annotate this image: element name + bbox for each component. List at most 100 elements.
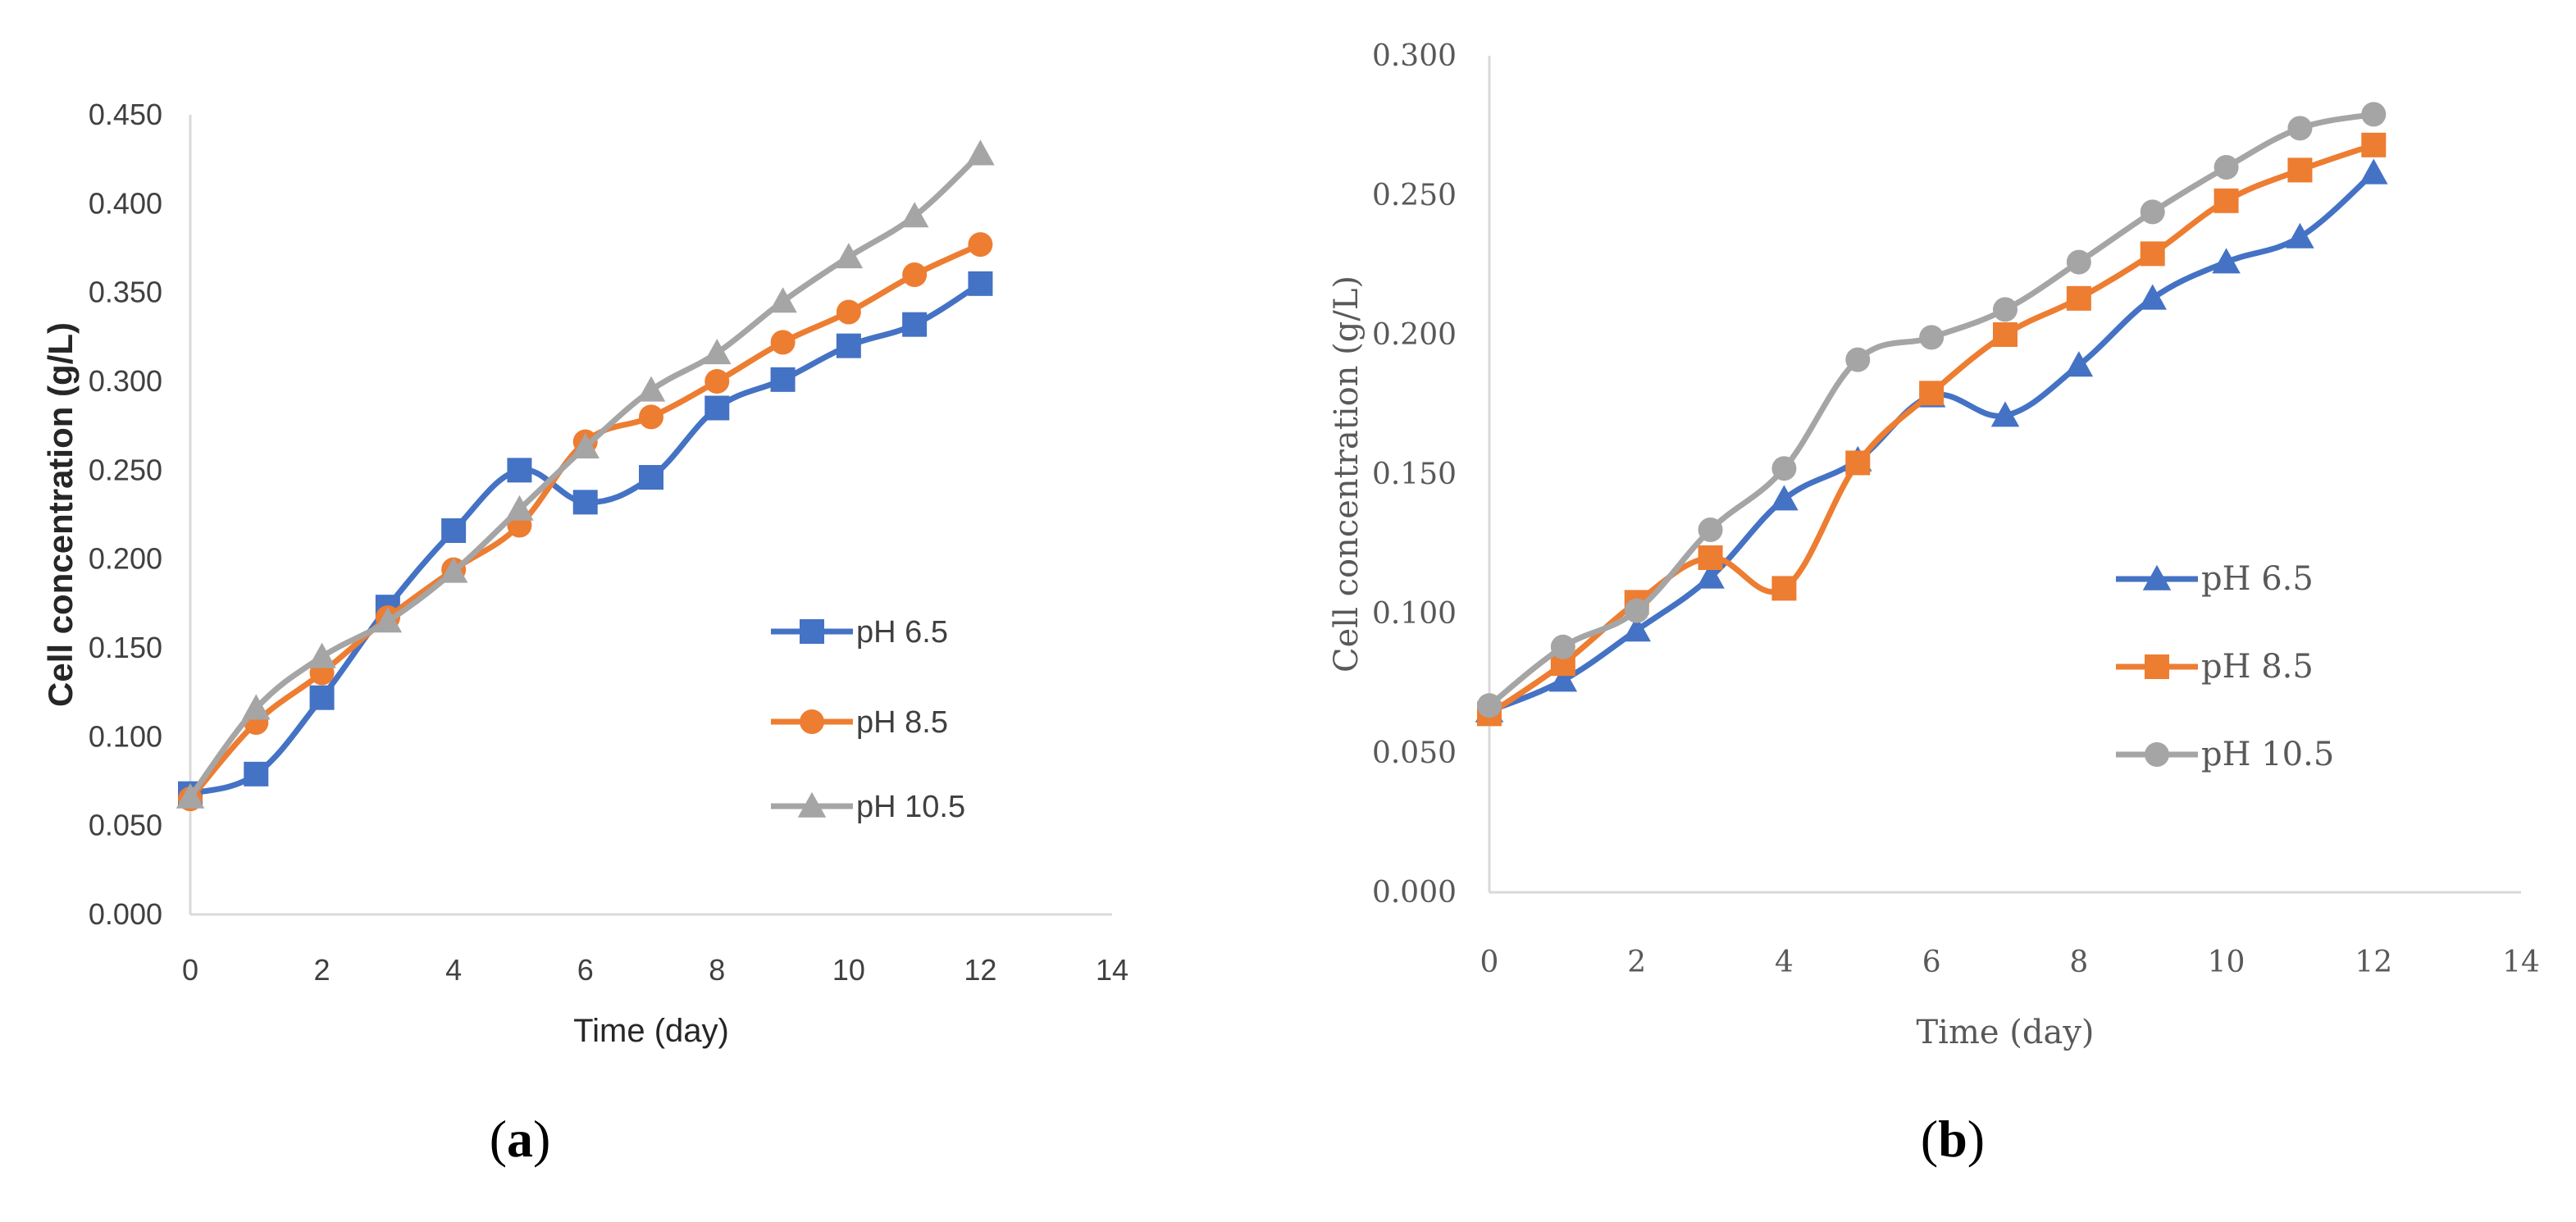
legend-item-a-2: pH 10.5 (771, 790, 965, 824)
x-tick-label-b: 6 (1922, 946, 1941, 979)
data-point-b-2-11 (2287, 116, 2313, 141)
data-point-a-2-1 (242, 694, 271, 720)
legend-label-a-0: pH 6.5 (856, 615, 948, 650)
x-axis-label-a: Time (day) (573, 1013, 729, 1049)
legend-item-b-0: pH 6.5 (2116, 560, 2314, 598)
data-point-a-0-1 (244, 761, 269, 787)
x-tick-label-a: 12 (964, 953, 996, 987)
data-point-a-1-11 (902, 262, 928, 287)
data-point-b-1-11 (2287, 157, 2313, 183)
data-point-a-2-9 (768, 287, 797, 313)
y-tick-label-a: 0.050 (89, 809, 162, 842)
data-point-a-0-6 (572, 490, 598, 515)
data-point-b-0-8 (2064, 351, 2094, 377)
data-point-a-2-4 (439, 557, 468, 583)
x-tick-label-a: 2 (314, 953, 331, 987)
legend-item-a-1: pH 8.5 (771, 705, 948, 740)
x-tick-label-b: 0 (1480, 946, 1499, 979)
data-point-b-2-12 (2361, 102, 2387, 127)
data-point-b-2-0 (1477, 693, 1502, 718)
legend-marker-a-0 (800, 619, 824, 644)
data-point-b-2-7 (1993, 297, 2017, 322)
chart-b: 0.000 0.050 0.100 0.150 0.200 0.250 0.300 0 2 4 6 8… (1328, 39, 2540, 1051)
data-point-b-0-10 (2212, 248, 2241, 274)
data-point-a-2-7 (636, 376, 666, 402)
data-point-a-0-5 (507, 458, 532, 483)
data-point-b-2-4 (1771, 456, 1797, 481)
legend-marker-b-0 (2142, 564, 2172, 590)
data-point-b-1-7 (1993, 322, 2017, 347)
series-b-1 (1477, 132, 2387, 727)
data-point-b-2-2 (1624, 598, 1649, 623)
y-tick-label-a: 0.150 (89, 631, 162, 664)
y-tick-label-b: 0.300 (1372, 39, 1457, 73)
x-tick-label-a: 6 (577, 953, 594, 987)
data-point-b-1-6 (1919, 381, 1945, 406)
x-tick-label-a: 10 (832, 953, 865, 987)
data-point-b-0-2 (1622, 616, 1651, 642)
data-point-b-1-10 (2214, 188, 2239, 213)
series-b-2 (1477, 102, 2387, 718)
data-point-a-2-5 (505, 495, 534, 521)
y-tick-label-a: 0.400 (89, 186, 162, 220)
data-point-b-2-10 (2214, 155, 2239, 180)
data-point-a-0-9 (770, 367, 796, 392)
data-point-b-0-7 (1990, 401, 2020, 427)
data-point-b-0-12 (2359, 158, 2388, 185)
data-point-a-2-8 (703, 339, 732, 365)
data-point-a-0-8 (704, 395, 730, 421)
series-line-b-1 (1486, 142, 2377, 717)
x-tick-label-b: 10 (2208, 946, 2245, 979)
data-point-b-1-4 (1771, 576, 1797, 601)
data-point-a-0-7 (639, 465, 663, 490)
data-point-b-1-8 (2066, 285, 2091, 311)
data-point-a-2-3 (373, 607, 403, 633)
y-tick-label-b: 0.200 (1372, 318, 1457, 352)
panel-label-a-open: ( (490, 1110, 507, 1168)
data-point-a-0-2 (309, 685, 335, 710)
data-point-a-2-12 (966, 139, 995, 166)
data-point-b-0-1 (1548, 666, 1578, 692)
y-tick-label-b: 0.250 (1372, 179, 1457, 212)
legend-item-a-0: pH 6.5 (771, 615, 948, 650)
y-tick-label-a: 0.100 (89, 719, 162, 753)
y-tick-label-b: 0.150 (1372, 458, 1457, 491)
series-line-a-2 (187, 151, 983, 800)
data-point-a-1-12 (968, 232, 993, 258)
data-point-a-2-11 (900, 202, 929, 228)
legend-marker-a-1 (800, 709, 824, 734)
legend-label-a-2: pH 10.5 (856, 790, 965, 824)
data-point-a-2-2 (308, 642, 336, 668)
panel-label-a: (a) (490, 1110, 551, 1168)
y-tick-label-a: 0.450 (89, 98, 162, 131)
y-axis-label-b: Cell concentration (g/L) (1328, 276, 1366, 673)
data-point-a-1-9 (770, 330, 796, 355)
y-tick-label-a: 0.000 (89, 897, 162, 931)
series-a-2 (176, 139, 995, 809)
data-point-b-1-9 (2140, 241, 2165, 267)
panel-label-a-letter: a (507, 1110, 533, 1168)
data-point-a-0-10 (836, 333, 861, 358)
chart-a: 0.000 0.050 0.100 0.150 0.200 0.250 0.300 0.350… (41, 98, 1128, 1049)
data-point-b-1-5 (1845, 450, 1871, 476)
legend-marker-b-1 (2145, 654, 2169, 679)
x-tick-label-b: 4 (1775, 946, 1794, 979)
y-tick-label-a: 0.250 (89, 453, 162, 486)
x-tick-label-b: 12 (2355, 946, 2392, 979)
data-point-b-2-3 (1698, 518, 1723, 542)
data-point-b-0-9 (2138, 284, 2167, 310)
data-point-a-1-7 (639, 404, 663, 430)
legend-item-b-2: pH 10.5 (2116, 736, 2334, 773)
legend-label-a-1: pH 8.5 (856, 705, 948, 740)
y-tick-label-b: 0.050 (1372, 736, 1457, 770)
x-tick-label-a: 8 (709, 953, 725, 987)
data-point-a-0-11 (902, 312, 928, 337)
x-axis-label-b: Time (day) (1916, 1014, 2094, 1051)
data-point-b-2-1 (1550, 634, 1575, 659)
y-tick-label-a: 0.350 (89, 276, 162, 309)
y-tick-label-b: 0.000 (1372, 876, 1457, 910)
x-tick-label-a: 4 (445, 953, 462, 987)
legend-item-b-1: pH 8.5 (2116, 648, 2314, 686)
data-point-b-0-4 (1770, 485, 1799, 511)
